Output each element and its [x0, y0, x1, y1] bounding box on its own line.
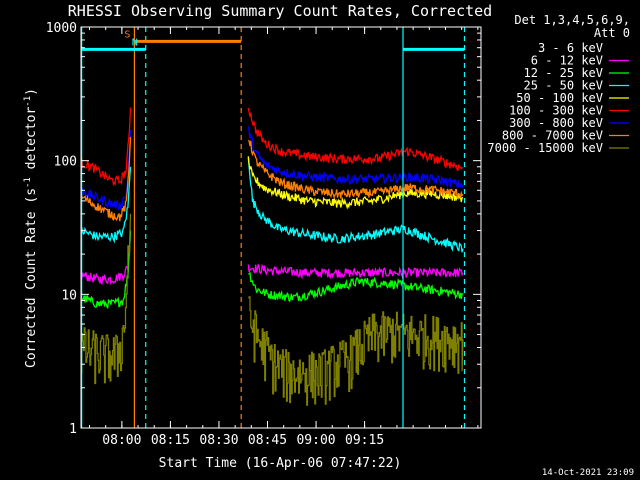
flag-bars: SN — [81, 29, 465, 51]
series-line — [80, 137, 132, 222]
series-50-100keV — [247, 156, 464, 210]
y-tick-label: 1 — [69, 422, 77, 437]
x-axis-label: Start Time (16-Apr-06 07:47:22) — [159, 456, 402, 471]
legend-header-attenuator: Att 0 — [594, 26, 630, 40]
series-line — [248, 271, 464, 303]
x-tick-label: 08:15 — [151, 433, 190, 448]
x-tick-label: 09:00 — [296, 433, 335, 448]
series-7000-15000keV — [81, 213, 464, 406]
legend-label: 25 - 50 keV — [524, 79, 603, 93]
legend-label: 12 - 25 keV — [524, 66, 603, 80]
plot-frame — [80, 26, 482, 429]
series-300-800keV — [80, 126, 464, 211]
series-3-6keV — [81, 226, 464, 410]
series-line — [248, 296, 464, 406]
marker-lines — [81, 27, 466, 428]
series-12-25keV — [80, 230, 464, 309]
chart-title: RHESSI Observing Summary Count Rates, Co… — [68, 2, 492, 20]
legend-label: 800 - 7000 keV — [502, 129, 603, 143]
series-group — [80, 107, 464, 410]
axes-frame — [80, 26, 482, 429]
y-tick-label: 10 — [61, 288, 77, 303]
series-line — [247, 157, 464, 253]
legend-label: 300 - 800 keV — [509, 116, 603, 130]
y-axis-label-exp1: -1 — [23, 177, 33, 188]
series-line — [247, 156, 464, 210]
y-axis-label-suffix: ) — [24, 88, 39, 96]
series-line — [80, 166, 132, 244]
flag-label: S — [124, 29, 130, 40]
series-line — [247, 263, 464, 280]
y-tick-label: 1000 — [46, 21, 77, 36]
flag-label: N — [132, 37, 138, 48]
legend-label: 6 - 12 keV — [531, 54, 603, 68]
y-axis-label: Corrected Count Rate (s-1 detector-1) — [23, 88, 39, 368]
series-line — [247, 126, 464, 189]
x-tick-label: 08:45 — [248, 433, 287, 448]
legend-label: 100 - 300 keV — [509, 104, 603, 118]
series-line — [80, 230, 132, 286]
legend-label: 50 - 100 keV — [516, 91, 603, 105]
y-axis-label-mid: detector — [24, 107, 39, 178]
series-line — [80, 129, 132, 211]
series-line — [247, 139, 464, 200]
axis-ticks: 08:00 08:15 08:30 08:45 09:00 09:15 1 10 100 1000 — [46, 21, 481, 448]
series-100-300keV — [80, 107, 464, 187]
footer-timestamp: 14-Oct-2021 23:09 — [542, 468, 634, 478]
x-tick-label: 09:15 — [345, 433, 384, 448]
series-6-12keV — [80, 230, 464, 286]
legend-label: 3 - 6 keV — [538, 41, 603, 55]
series-line — [81, 213, 132, 385]
x-tick-label: 08:30 — [199, 433, 238, 448]
y-tick-label: 100 — [54, 155, 77, 170]
y-axis-label-exp2: -1 — [23, 96, 33, 107]
series-25-50keV — [80, 157, 464, 253]
series-line — [80, 107, 132, 187]
series-line — [247, 107, 464, 171]
legend-header-detectors: Det 1,3,4,5,6,9, — [514, 13, 630, 27]
legend-label: 7000 - 15000 keV — [487, 141, 603, 155]
series-800-7000keV — [80, 137, 464, 222]
y-axis-label-prefix: Corrected Count Rate (s — [24, 188, 39, 368]
x-tick-label: 08:00 — [102, 433, 141, 448]
series-line — [80, 230, 132, 309]
